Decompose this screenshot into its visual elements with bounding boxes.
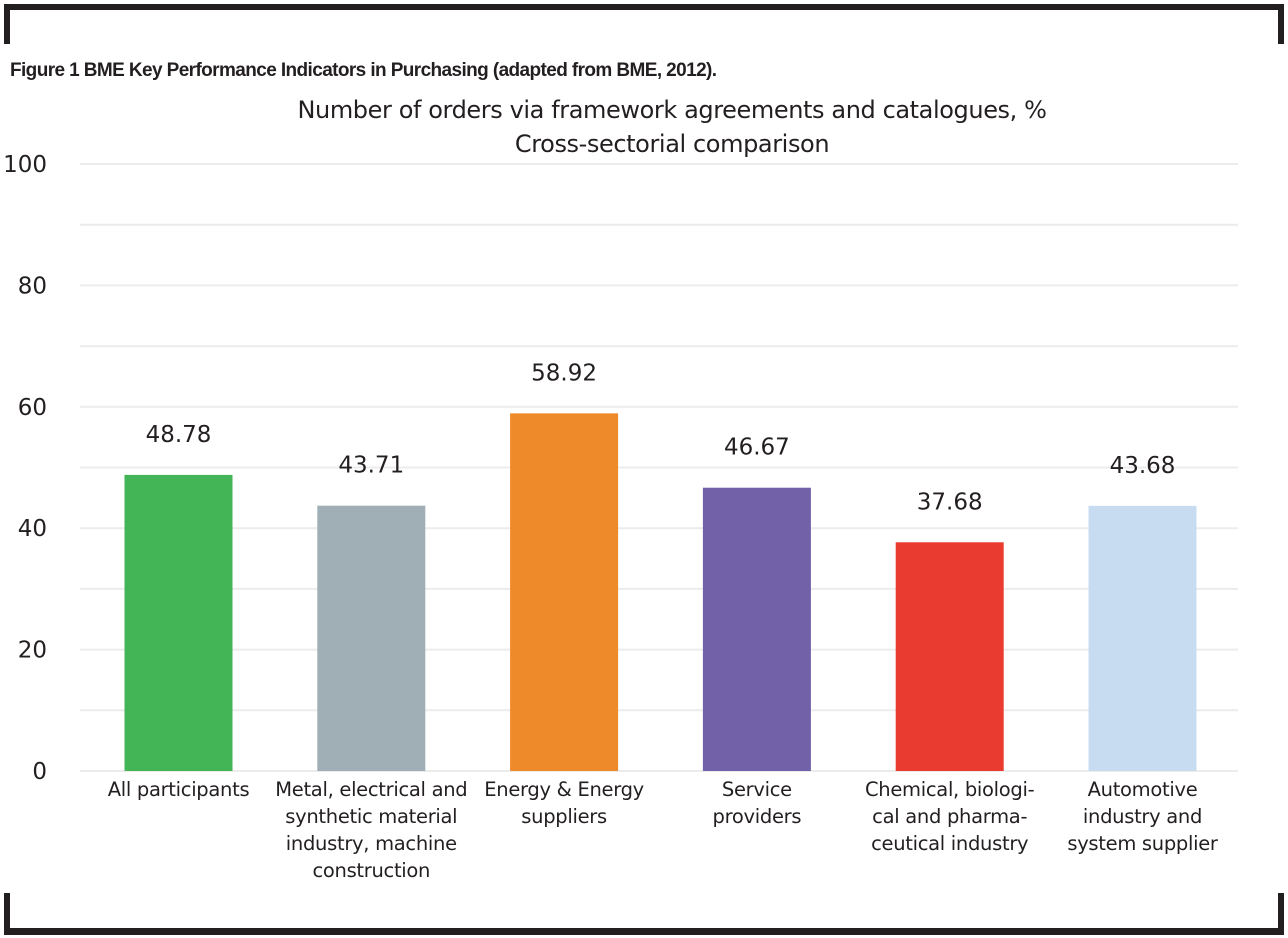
chart-title: Number of orders via framework agreement… bbox=[297, 96, 1047, 124]
gridlines bbox=[80, 163, 1238, 772]
y-tick-label: 20 bbox=[18, 638, 47, 664]
x-tick-label: All participants bbox=[107, 778, 250, 801]
bar bbox=[510, 413, 619, 771]
data-label: 48.78 bbox=[146, 422, 212, 448]
bar bbox=[702, 487, 811, 771]
bar bbox=[895, 542, 1004, 771]
bars bbox=[124, 413, 1197, 771]
x-tick-label: Chemical, biologi- cal and pharma- ceuti… bbox=[864, 778, 1035, 855]
bar bbox=[317, 505, 426, 771]
bar bbox=[1088, 505, 1197, 771]
y-tick-label: 100 bbox=[3, 152, 47, 178]
data-labels: 48.78 43.71 58.92 46.67 37.68 43.68 bbox=[146, 360, 1176, 515]
frame-top-edge bbox=[4, 4, 1284, 10]
frame-bottom-edge bbox=[4, 928, 1284, 935]
y-tick-label: 40 bbox=[18, 516, 47, 542]
data-label: 43.68 bbox=[1110, 453, 1176, 479]
x-tick-label: Energy & Energy suppliers bbox=[484, 778, 644, 828]
x-tick-label: Service providers bbox=[712, 778, 802, 828]
y-tick-label: 0 bbox=[32, 759, 47, 785]
frame-top-left-edge bbox=[4, 4, 10, 44]
frame-bottom-right-edge bbox=[1278, 893, 1284, 935]
y-axis-ticks: 0 20 40 60 80 100 bbox=[3, 152, 47, 785]
frame-top-right-edge bbox=[1278, 4, 1284, 44]
figure-caption: Figure 1 BME Key Performance Indicators … bbox=[10, 60, 717, 81]
data-label: 46.67 bbox=[724, 435, 790, 461]
bar bbox=[124, 474, 233, 771]
chart-subtitle: Cross-sectorial comparison bbox=[514, 130, 830, 158]
data-label: 58.92 bbox=[531, 360, 597, 386]
data-label: 37.68 bbox=[917, 489, 983, 515]
x-tick-label: Automotive industry and system supplier bbox=[1067, 778, 1218, 855]
data-label: 43.71 bbox=[338, 453, 404, 479]
y-tick-label: 80 bbox=[18, 273, 47, 299]
y-tick-label: 60 bbox=[18, 395, 47, 421]
x-tick-label: Metal, electrical and synthetic material… bbox=[275, 778, 468, 882]
frame-bottom-left-edge bbox=[4, 893, 10, 935]
